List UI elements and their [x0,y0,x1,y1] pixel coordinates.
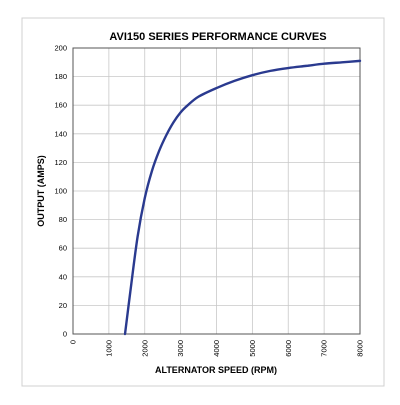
y-tick-label: 0 [63,330,67,339]
x-tick-label: 6000 [284,340,293,357]
y-tick-label: 60 [59,244,67,253]
y-tick-label: 80 [59,215,67,224]
x-tick-label: 5000 [248,340,257,357]
x-tick-labels: 0 1000 2000 3000 4000 5000 6000 7000 8000 [69,340,365,357]
y-tick-label: 140 [54,129,67,138]
y-tick-label: 180 [54,72,67,81]
y-tick-label: 100 [54,187,67,196]
y-tick-label: 20 [59,301,67,310]
x-tick-label: 7000 [320,340,329,357]
y-tick-labels: 0 20 40 60 80 100 120 140 160 180 200 [54,44,67,339]
x-tick-label: 0 [69,340,78,344]
x-tick-label: 1000 [104,340,113,357]
x-tick-label: 3000 [176,340,185,357]
x-axis-label: ALTERNATOR SPEED (RPM) [155,365,277,375]
y-tick-label: 160 [54,101,67,110]
y-axis-label: OUTPUT (AMPS) [36,155,46,227]
series-layer [123,59,362,336]
x-tick-label: 2000 [140,340,149,357]
series-line [123,59,362,336]
plot-area [72,47,361,335]
y-tick-label: 200 [54,44,67,53]
grid-lines [72,47,361,335]
x-tick-label: 8000 [356,340,365,357]
x-tick-label: 4000 [212,340,221,357]
chart-border [21,17,385,387]
y-tick-label: 40 [59,272,67,281]
chart-title: AVI150 SERIES PERFORMANCE CURVES [109,31,326,43]
y-tick-label: 120 [54,158,67,167]
